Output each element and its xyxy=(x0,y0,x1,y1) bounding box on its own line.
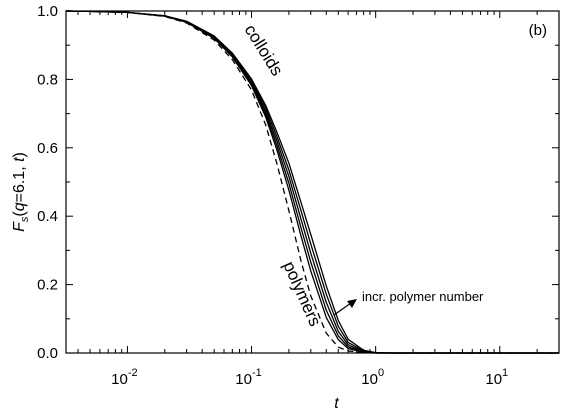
y-label-main: F xyxy=(11,221,28,232)
y-label-mid: =6.1, xyxy=(11,162,28,202)
x-tick-exponent: 0 xyxy=(378,367,384,379)
y-tick-label: 0.0 xyxy=(37,345,58,362)
y-label-q: q xyxy=(11,202,28,211)
axis-ticks xyxy=(66,10,560,354)
y-tick-label: 1.0 xyxy=(37,3,58,20)
x-tick-exponent: -2 xyxy=(128,367,138,379)
x-tick-label: 101 xyxy=(485,367,508,388)
x-tick-label: 10-2 xyxy=(111,367,137,388)
x-axis-label: t xyxy=(334,395,339,412)
y-label-t: t xyxy=(11,157,28,162)
y-axis-label: Fs(q=6.1, t) xyxy=(11,152,31,232)
x-tick-exponent: -1 xyxy=(252,367,262,379)
y-tick-label: 0.6 xyxy=(37,140,58,157)
x-tick-exponent: 1 xyxy=(502,367,508,379)
annotation-colloids: colloids xyxy=(241,21,287,79)
x-tick-label: 100 xyxy=(361,367,384,388)
y-tick-label: 0.2 xyxy=(37,277,58,294)
x-tick-base: 10 xyxy=(361,371,378,388)
x-tick-label: 10-1 xyxy=(235,367,261,388)
y-tick-labels: 0.0 0.2 0.4 0.6 0.8 1.0 xyxy=(37,3,58,362)
x-tick-base: 10 xyxy=(111,371,128,388)
y-label-open: ( xyxy=(11,211,28,217)
annotation-arrow-label: incr. polymer number xyxy=(362,289,484,304)
y-tick-label: 0.8 xyxy=(37,71,58,88)
panel-label: (b) xyxy=(529,22,547,39)
increase-arrow xyxy=(333,302,352,316)
increase-arrowhead xyxy=(347,299,357,308)
x-tick-base: 10 xyxy=(235,371,252,388)
y-tick-label: 0.4 xyxy=(37,208,58,225)
y-label-sub: s xyxy=(19,216,31,222)
x-tick-base: 10 xyxy=(485,371,502,388)
y-label-close: ) xyxy=(11,152,28,157)
x-tick-labels: 10-2 10-1 100 101 xyxy=(111,367,508,388)
